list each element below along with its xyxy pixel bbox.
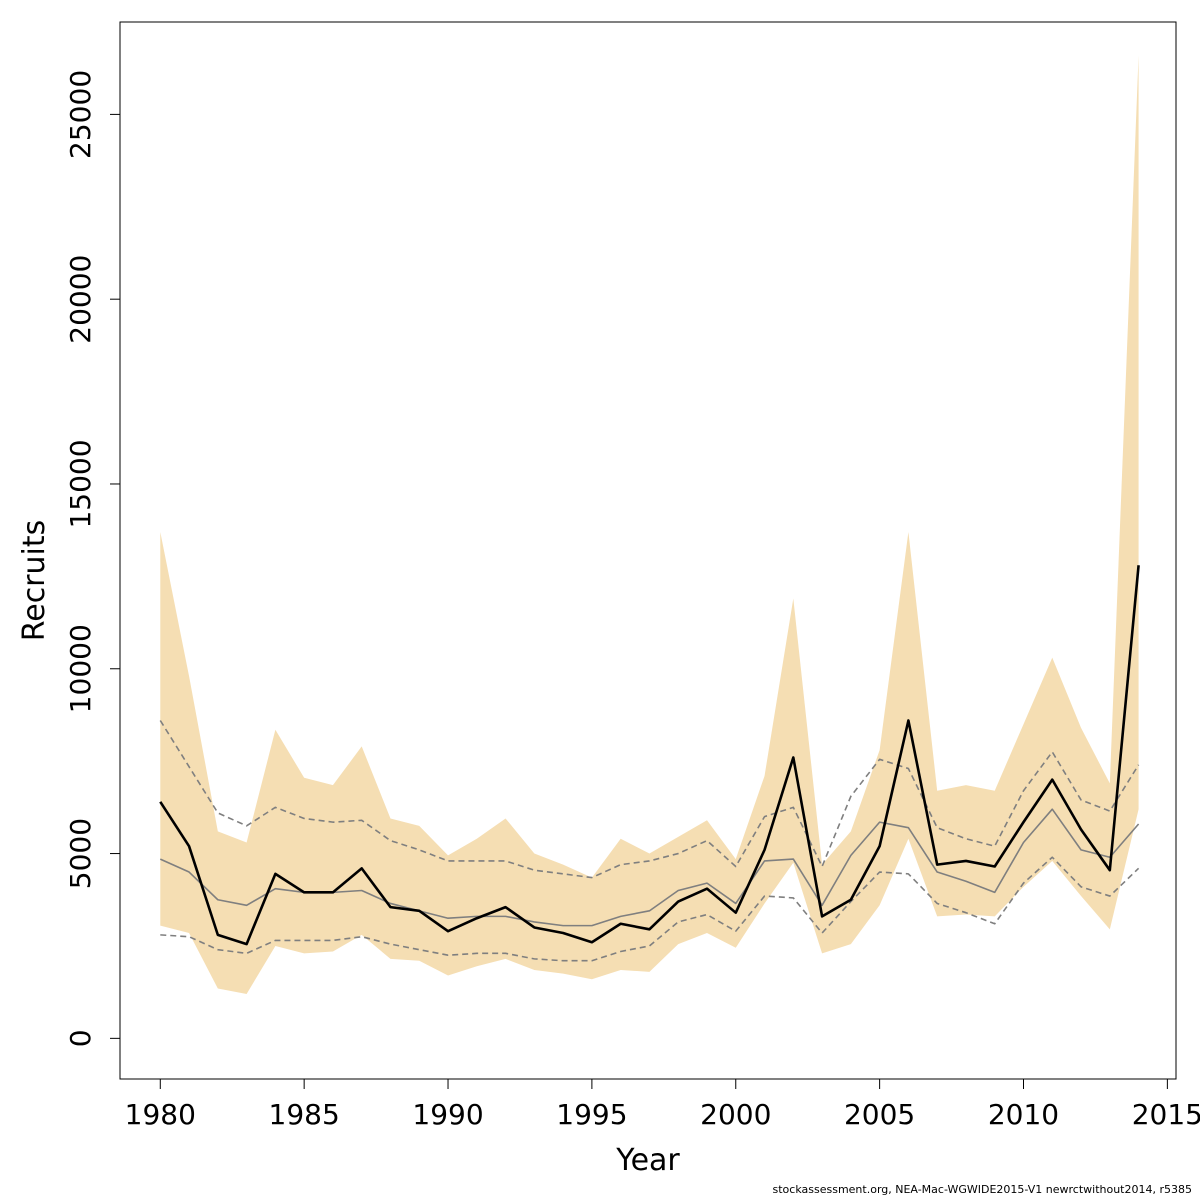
y-tick-label: 15000 (64, 439, 97, 528)
x-tick-label: 1995 (556, 1098, 627, 1131)
x-tick-label: 2010 (988, 1098, 1059, 1131)
axes-layer: 1980 1985 1990 1995 2000 2005 2010 2015 0 5000 100… (64, 70, 1200, 1131)
y-tick-label: 5000 (64, 818, 97, 889)
x-axis-title: Year (615, 1143, 680, 1178)
series-layer (159, 565, 1140, 962)
series-line-3 (159, 720, 1140, 879)
x-tick-label: 2015 (1132, 1098, 1200, 1131)
y-tick-label: 20000 (64, 255, 97, 344)
x-tick-label: 2005 (844, 1098, 915, 1131)
x-tick-label: 1990 (412, 1098, 483, 1131)
x-tick-label: 1985 (269, 1098, 340, 1131)
y-tick-label: 0 (64, 1029, 97, 1047)
confidence-band (160, 55, 1139, 994)
y-tick-label: 10000 (64, 624, 97, 713)
footer-source-note: stockassessment.org, NEA-Mac-WGWIDE2015-… (772, 1183, 1192, 1196)
series-line-1 (159, 565, 1140, 946)
confidence-band-layer (160, 55, 1139, 994)
x-tick-label: 2000 (700, 1098, 771, 1131)
x-tick-label: 1980 (125, 1098, 196, 1131)
series-line-4 (160, 856, 1140, 962)
y-axis-title: Recruits (17, 520, 52, 642)
y-tick-label: 25000 (64, 70, 97, 159)
